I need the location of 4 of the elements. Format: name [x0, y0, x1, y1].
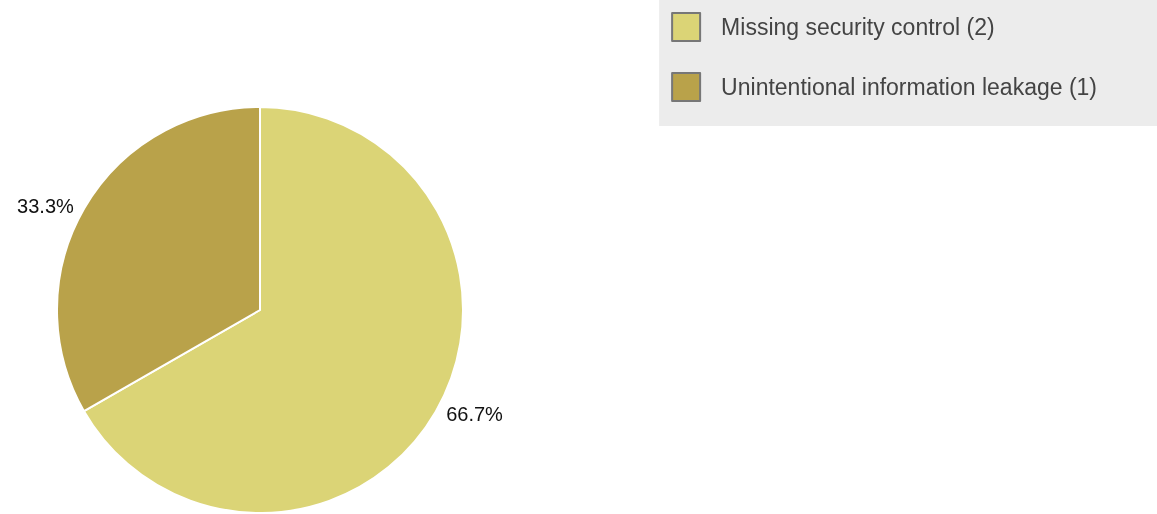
legend-label: Missing security control (2) [721, 14, 995, 40]
legend-label: Unintentional information leakage (1) [721, 74, 1098, 100]
data-label: 33.3% [17, 195, 75, 218]
data-label: 66.7% [446, 402, 504, 425]
